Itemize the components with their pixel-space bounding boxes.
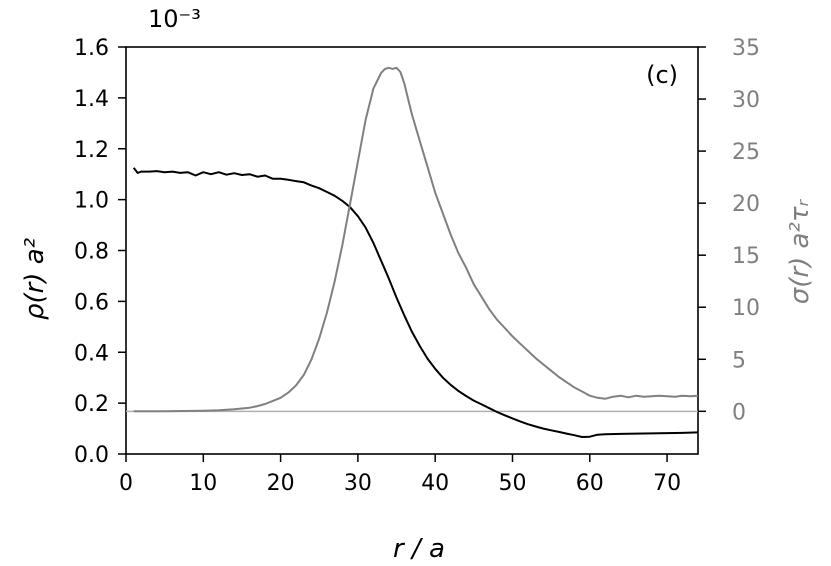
x-tick-label: 20 [267, 471, 295, 496]
left-y-tick-label: 0.6 [74, 290, 109, 315]
left-y-tick-label: 1.2 [74, 138, 109, 163]
right-y-tick-label: 0 [732, 400, 746, 425]
left-y-tick-label: 0.2 [74, 392, 109, 417]
x-tick-label: 0 [119, 471, 133, 496]
x-tick-label: 60 [576, 471, 604, 496]
right-y-tick-label: 10 [732, 296, 760, 321]
x-axis-label: r / a [393, 534, 445, 564]
left-y-tick-label: 0.4 [74, 341, 109, 366]
left-y-tick-label: 1.0 [74, 189, 109, 214]
plot-frame [125, 46, 699, 455]
right-y-tick-label: 5 [732, 348, 746, 373]
left-y-axis-ticks: 0.0 0.2 0.4 0.6 0.8 1.0 1.2 1.4 1.6 [74, 36, 126, 468]
rho-series-line [132, 167, 699, 438]
right-y-axis-label: σ(r) a²τᵣ [785, 199, 815, 305]
right-y-tick-label: 15 [732, 244, 760, 269]
x-tick-label: 40 [421, 471, 449, 496]
x-tick-label: 30 [344, 471, 372, 496]
left-y-tick-label: 1.6 [74, 36, 109, 61]
offset-label: 10⁻³ [148, 5, 201, 33]
right-y-axis-ticks: 0 5 10 15 20 25 30 35 [698, 36, 760, 425]
left-y-tick-label: 1.4 [74, 87, 109, 112]
left-y-axis-label: ρ(r) a² [20, 238, 50, 320]
right-y-tick-label: 25 [732, 140, 760, 165]
x-tick-label: 10 [189, 471, 217, 496]
right-y-tick-label: 30 [732, 88, 760, 113]
x-axis-ticks: 0 10 20 30 40 50 60 70 [119, 454, 681, 496]
sigma-series-line [133, 66, 699, 413]
right-y-tick-label: 35 [732, 36, 760, 61]
panel-label: (c) [646, 61, 678, 89]
left-y-tick-label: 0.0 [74, 443, 109, 468]
x-tick-label: 70 [653, 471, 681, 496]
left-y-tick-label: 0.8 [74, 240, 109, 265]
series-layer [132, 66, 699, 438]
right-y-tick-label: 20 [732, 192, 760, 217]
x-tick-label: 50 [498, 471, 526, 496]
